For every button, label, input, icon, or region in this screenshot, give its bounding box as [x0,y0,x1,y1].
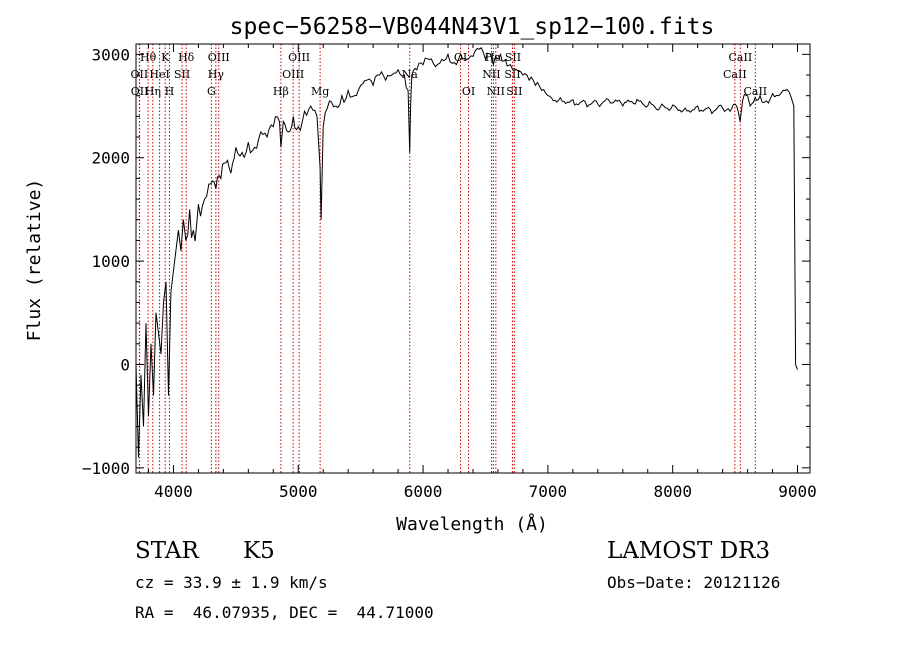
line-label-6: Hδ [178,51,195,64]
x-tick-label-3: 7000 [529,482,568,501]
line-label-7: SII [174,68,190,81]
x-tick-label-5: 9000 [778,482,817,501]
y-tick-label-0: −1000 [82,459,130,478]
line-label-0: Hθ [140,51,157,64]
x-tick-label-2: 6000 [404,482,443,501]
line-label-9: OIII [208,51,230,64]
line-label-23: NII [487,85,505,98]
y-axis-ticks: −1000 0 1000 2000 3000 [82,45,810,478]
survey-label: LAMOST DR3 [607,538,771,564]
y-axis-label: Flux (relative) [24,179,45,342]
line-label-4: HeI [149,68,169,81]
line-label-24: SII [506,85,522,98]
object-class: STAR [135,538,199,564]
line-label-12: OIII [288,51,310,64]
line-label-3: K [161,51,170,64]
line-label-14: Hβ [273,85,289,98]
line-label-5: Hη [145,85,161,98]
line-label-17: OI [454,51,467,64]
y-tick-label-4: 3000 [91,45,130,64]
line-label-22: SII [504,68,520,81]
emission-line-labels: Hθ OII OII K HeI Hη Hδ SII H OIII Hγ G OIII OIII Hβ Mg N… [131,51,768,98]
line-label-11: G [207,85,216,98]
chart-title: spec−56258−VB044N43V1_sp12−100.fits [230,14,715,40]
y-tick-label-1: 0 [120,355,130,374]
obs-date-text: Obs−Date: 20121126 [607,573,781,592]
line-label-10: Hγ [208,68,225,81]
x-tick-label-4: 8000 [653,482,692,501]
line-label-25: CaII [729,51,753,64]
line-label-1: OII [131,68,149,81]
coordinates-text: RA = 46.07935, DEC = 44.71000 [135,603,434,622]
line-label-18: OI [462,85,475,98]
line-label-20: SII [505,51,521,64]
emission-line-markers [138,44,756,473]
object-subclass: K5 [243,538,275,564]
line-label-26: CaII [723,68,747,81]
y-tick-label-2: 1000 [91,252,130,271]
x-axis-label: Wavelength (Å) [396,513,548,535]
y-tick-label-3: 2000 [91,149,130,168]
flux-series-line [135,47,798,458]
x-axis-ticks: 4000 5000 6000 7000 8000 9000 [147,44,817,501]
line-label-2: OII [131,85,149,98]
line-label-16: Na [402,68,419,81]
line-label-15: Mg [311,85,329,98]
x-tick-label-0: 4000 [154,482,193,501]
line-label-27: CaII [743,85,767,98]
line-label-13: OIII [282,68,304,81]
line-label-21: NII [482,68,500,81]
line-label-8: H [165,85,175,98]
redshift-text: cz = 33.9 ± 1.9 km/s [135,573,328,592]
x-tick-label-1: 5000 [279,482,318,501]
